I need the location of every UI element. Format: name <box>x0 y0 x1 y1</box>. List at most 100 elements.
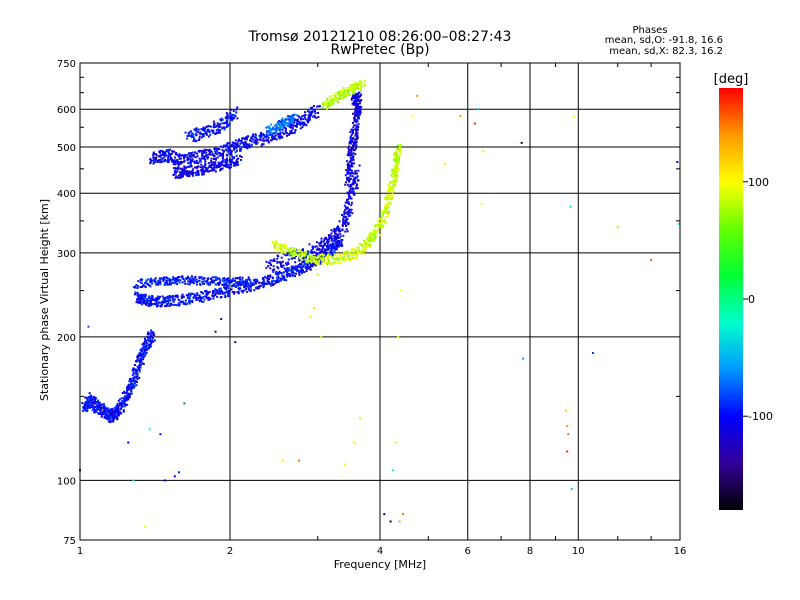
data-point <box>187 280 190 283</box>
data-point <box>269 134 272 137</box>
data-point <box>284 270 287 273</box>
data-point <box>205 154 208 156</box>
data-point <box>223 279 226 282</box>
data-point <box>307 253 310 256</box>
data-point <box>274 137 277 140</box>
data-point <box>277 246 280 249</box>
data-point <box>101 413 103 416</box>
data-point <box>350 147 353 150</box>
data-point <box>176 294 179 297</box>
data-point <box>375 224 378 226</box>
data-point <box>211 162 214 165</box>
data-point <box>349 211 352 214</box>
data-point <box>341 244 344 247</box>
data-point <box>281 274 284 277</box>
data-point <box>319 250 322 253</box>
data-point <box>166 277 169 280</box>
data-point <box>354 113 357 116</box>
data-point <box>85 402 88 405</box>
data-point <box>307 117 310 120</box>
data-point <box>362 243 365 246</box>
data-point <box>356 175 359 178</box>
data-point <box>676 161 679 163</box>
data-point <box>97 412 100 415</box>
data-point <box>278 135 281 138</box>
data-point <box>212 290 214 292</box>
data-point <box>291 274 294 277</box>
data-point <box>275 123 278 126</box>
data-point <box>111 407 114 410</box>
data-point <box>353 94 356 97</box>
data-point <box>210 161 213 164</box>
data-point <box>207 170 210 173</box>
data-point <box>298 259 301 262</box>
data-point <box>153 161 156 164</box>
data-point <box>207 135 210 138</box>
data-point <box>280 251 283 254</box>
data-point <box>192 136 195 138</box>
data-point <box>325 245 328 247</box>
data-point <box>347 153 350 156</box>
data-point <box>195 166 198 169</box>
data-point <box>150 342 153 345</box>
data-point <box>202 129 205 132</box>
data-point <box>364 83 367 86</box>
data-point <box>230 153 233 156</box>
data-point <box>338 236 341 239</box>
data-point <box>149 158 152 161</box>
data-point <box>344 224 347 227</box>
data-point <box>353 117 356 120</box>
data-point <box>299 253 302 256</box>
data-point <box>354 108 357 111</box>
data-point <box>198 160 201 163</box>
data-point <box>138 370 141 373</box>
data-point <box>186 170 189 173</box>
data-point <box>290 125 293 128</box>
data-point <box>213 123 215 126</box>
data-point <box>350 183 353 186</box>
data-point <box>295 122 298 125</box>
data-point <box>349 84 352 87</box>
data-point <box>171 299 174 302</box>
data-point <box>353 124 356 127</box>
data-point <box>345 181 347 184</box>
data-point <box>296 114 298 117</box>
data-point <box>377 220 380 223</box>
data-point <box>357 82 360 85</box>
data-point <box>300 118 302 121</box>
data-point <box>342 253 345 256</box>
data-point <box>356 93 359 96</box>
data-point <box>334 258 337 260</box>
y-tick-label: 400 <box>57 189 76 200</box>
data-point <box>389 520 392 523</box>
data-point <box>146 301 149 304</box>
data-point <box>394 167 397 170</box>
data-point <box>271 136 274 138</box>
data-point <box>214 157 217 160</box>
data-point <box>338 230 341 233</box>
data-point <box>91 397 94 400</box>
data-point <box>169 302 172 305</box>
data-point <box>347 169 350 172</box>
data-point <box>134 285 137 288</box>
data-point <box>197 162 200 165</box>
data-point <box>308 262 311 265</box>
data-point <box>356 135 359 138</box>
data-point <box>189 300 192 303</box>
data-point <box>294 267 296 270</box>
data-point <box>352 179 355 182</box>
data-point <box>301 249 304 252</box>
data-point <box>355 98 358 101</box>
data-point <box>169 155 171 157</box>
data-point <box>338 258 341 261</box>
data-point <box>268 282 271 285</box>
data-point <box>92 407 95 409</box>
data-point <box>243 144 246 147</box>
data-point <box>207 162 210 165</box>
data-point <box>352 93 355 96</box>
data-point <box>176 166 179 169</box>
data-point <box>288 249 291 252</box>
data-point <box>96 407 98 409</box>
data-point <box>349 253 351 256</box>
data-point <box>280 256 283 259</box>
